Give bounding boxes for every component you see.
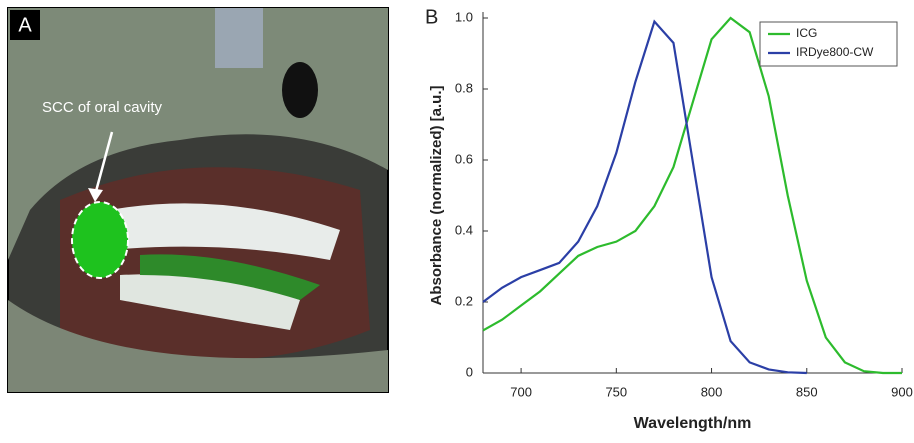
y-tick-label: 0.8	[455, 80, 473, 95]
x-axis-label: Wavelength/nm	[634, 415, 752, 432]
x-tick-label: 850	[796, 384, 818, 399]
series-line	[482, 19, 807, 375]
legend-label: IRDye800-CW	[796, 45, 874, 59]
panel-label: B	[425, 6, 438, 28]
annotation: SCC of oral cavity	[42, 99, 163, 116]
y-tick-label: 0.4	[455, 222, 473, 237]
x-tick-label: 900	[891, 384, 913, 399]
panel-label: A	[18, 14, 32, 36]
x-tick-label: 800	[701, 384, 723, 399]
y-axis-label: Absorbance (normalized) [a.u.]	[428, 85, 445, 305]
photo: A SCC of oral cavity	[7, 7, 389, 393]
y-tick-label: 1.0	[455, 9, 473, 24]
y-tick-label: 0	[466, 364, 473, 379]
y-tick-label: 0.2	[455, 293, 473, 308]
legend-label: ICG	[796, 26, 817, 40]
y-tick-label: 0.6	[455, 151, 473, 166]
legend-box	[759, 21, 898, 67]
series-line	[482, 16, 902, 375]
x-tick-label: 750	[605, 384, 627, 399]
x-tick-label: 700	[510, 384, 532, 399]
